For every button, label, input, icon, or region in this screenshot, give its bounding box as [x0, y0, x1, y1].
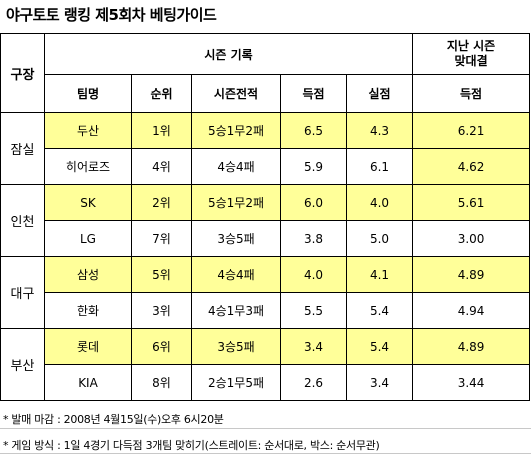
table-row: 히어로즈 4위 4승4패 5.9 6.1 4.62 [1, 148, 531, 185]
table-row: 인천 SK 2위 5승1무2패 6.0 4.0 5.61 [0, 184, 531, 257]
team-header: 팀명 [44, 74, 132, 113]
last-cell: 4.94 [412, 292, 531, 329]
last-cell: 5.61 [412, 184, 531, 221]
conceded-cell: 6.1 [345, 148, 414, 185]
scored-header: 득점 [280, 74, 347, 113]
conceded-cell: 5.4 [345, 292, 414, 329]
scored-cell: 3.8 [280, 220, 347, 257]
rank-cell: 3위 [131, 292, 192, 329]
last-cell: 4.89 [412, 256, 531, 293]
team-cell: 두산 [44, 112, 132, 149]
rank-cell: 2위 [131, 184, 192, 221]
last-cell: 4.89 [412, 328, 531, 365]
last-season-header: 지난 시즌 맞대결 [412, 33, 531, 75]
scored-cell: 6.0 [280, 184, 347, 221]
conceded-cell: 5.4 [345, 328, 414, 365]
conceded-cell: 4.0 [345, 184, 414, 221]
venue-cell: 인천 [0, 184, 45, 257]
method-note: * 게임 방식 : 1일 4경기 다득점 3개팀 맞히기(스트레이트: 순서대로… [3, 439, 380, 452]
rank-cell: 6위 [131, 328, 192, 365]
scored-cell: 5.9 [280, 148, 347, 185]
rank-cell: 5위 [131, 256, 192, 293]
last-cell: 6.21 [412, 112, 531, 149]
season-record-header: 시즌 기록 [43, 33, 414, 75]
deadline-note: * 발매 마감 : 2008년 4월15일(수)오후 6시20분 [3, 413, 224, 426]
team-cell: SK [44, 184, 132, 221]
venue-header: 구장 [0, 33, 45, 113]
venue-cell: 잠실 [0, 112, 45, 185]
team-cell: 롯데 [44, 328, 132, 365]
note-divider [0, 453, 531, 454]
notes: * 발매 마감 : 2008년 4월15일(수)오후 6시20분 * 게임 방식… [3, 407, 380, 459]
record-cell: 4승1무3패 [191, 292, 281, 329]
note-divider [0, 428, 531, 429]
record-cell: 5승1무2패 [191, 112, 281, 149]
betting-guide-table: 구장 시즌 기록 지난 시즌 맞대결 팀명 순위 시즌전적 득점 실점 득점 잠… [0, 33, 531, 401]
scored-cell: 5.5 [280, 292, 347, 329]
venue-cell: 부산 [0, 328, 45, 401]
page-title: 야구토토 랭킹 제5회차 베팅가이드 [6, 6, 217, 24]
header-row-2: 팀명 순위 시즌전적 득점 실점 득점 [1, 74, 531, 113]
rank-cell: 4위 [131, 148, 192, 185]
last-scored-header: 득점 [412, 74, 531, 113]
last-cell: 3.00 [412, 220, 531, 257]
scored-cell: 2.6 [280, 364, 347, 401]
team-cell: KIA [44, 364, 132, 401]
record-cell: 4승4패 [191, 148, 281, 185]
conceded-cell: 5.0 [345, 220, 414, 257]
last-cell: 4.62 [412, 148, 531, 185]
rank-cell: 7위 [131, 220, 192, 257]
rank-header: 순위 [131, 74, 192, 113]
scored-cell: 4.0 [280, 256, 347, 293]
record-cell: 3승5패 [191, 220, 281, 257]
team-cell: LG [44, 220, 132, 257]
table-row: LG 7위 3승5패 3.8 5.0 3.00 [1, 220, 531, 257]
table-row: 한화 3위 4승1무3패 5.5 5.4 4.94 [1, 292, 531, 329]
season-result-header: 시즌전적 [191, 74, 281, 113]
scored-cell: 3.4 [280, 328, 347, 365]
team-cell: 삼성 [44, 256, 132, 293]
last-season-label-2: 맞대결 [454, 54, 488, 68]
record-cell: 4승4패 [191, 256, 281, 293]
header-row-1: 구장 시즌 기록 지난 시즌 맞대결 [0, 33, 531, 113]
table-row: 대구 삼성 5위 4승4패 4.0 4.1 4.89 [0, 256, 531, 329]
conceded-cell: 4.3 [345, 112, 414, 149]
conceded-cell: 4.1 [345, 256, 414, 293]
team-cell: 한화 [44, 292, 132, 329]
record-cell: 5승1무2패 [191, 184, 281, 221]
table-row: 부산 롯데 6위 3승5패 3.4 5.4 4.89 [0, 328, 531, 401]
venue-cell: 대구 [0, 256, 45, 329]
table-row: 잠실 두산 1위 5승1무2패 6.5 4.3 6.21 [0, 112, 531, 185]
conceded-cell: 3.4 [345, 364, 414, 401]
rank-cell: 1위 [131, 112, 192, 149]
record-cell: 2승1무5패 [191, 364, 281, 401]
rank-cell: 8위 [131, 364, 192, 401]
last-season-label-1: 지난 시즌 [446, 39, 496, 53]
last-cell: 3.44 [412, 364, 531, 401]
scored-cell: 6.5 [280, 112, 347, 149]
record-cell: 3승5패 [191, 328, 281, 365]
table-row: KIA 8위 2승1무5패 2.6 3.4 3.44 [1, 364, 531, 401]
team-cell: 히어로즈 [44, 148, 132, 185]
conceded-header: 실점 [345, 74, 414, 113]
